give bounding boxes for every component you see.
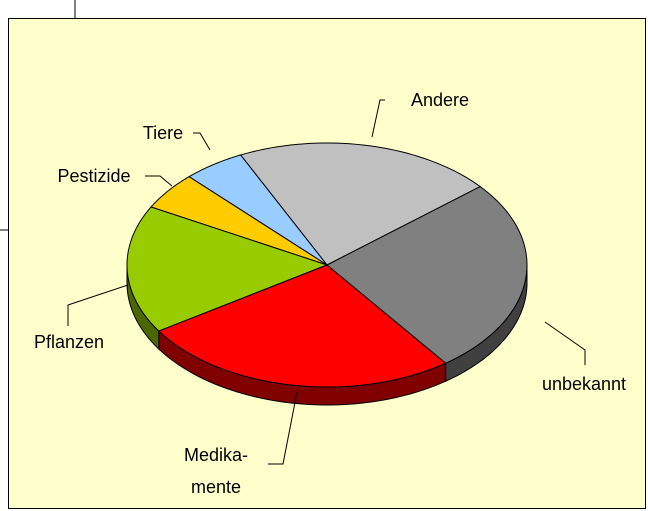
leader-line: [193, 132, 211, 151]
slice: [150, 176, 328, 266]
slice: [188, 154, 328, 266]
slice: [157, 264, 447, 388]
slice-label: Pflanzen: [33, 332, 105, 352]
slice: [239, 142, 482, 266]
leader-line: [67, 284, 129, 326]
slice: [326, 185, 528, 364]
leader-line: [145, 175, 173, 187]
slice-label: Andere: [410, 90, 470, 110]
slice: [126, 206, 329, 332]
leader-line: [268, 391, 298, 465]
slice-label: Tiere: [142, 123, 184, 143]
slice-label: Pestizide: [57, 166, 131, 186]
slice-label: unbekannt: [541, 374, 627, 394]
leader-line: [371, 99, 385, 138]
slice-label: Medika- mente: [183, 445, 249, 497]
leader-line: [544, 321, 586, 365]
